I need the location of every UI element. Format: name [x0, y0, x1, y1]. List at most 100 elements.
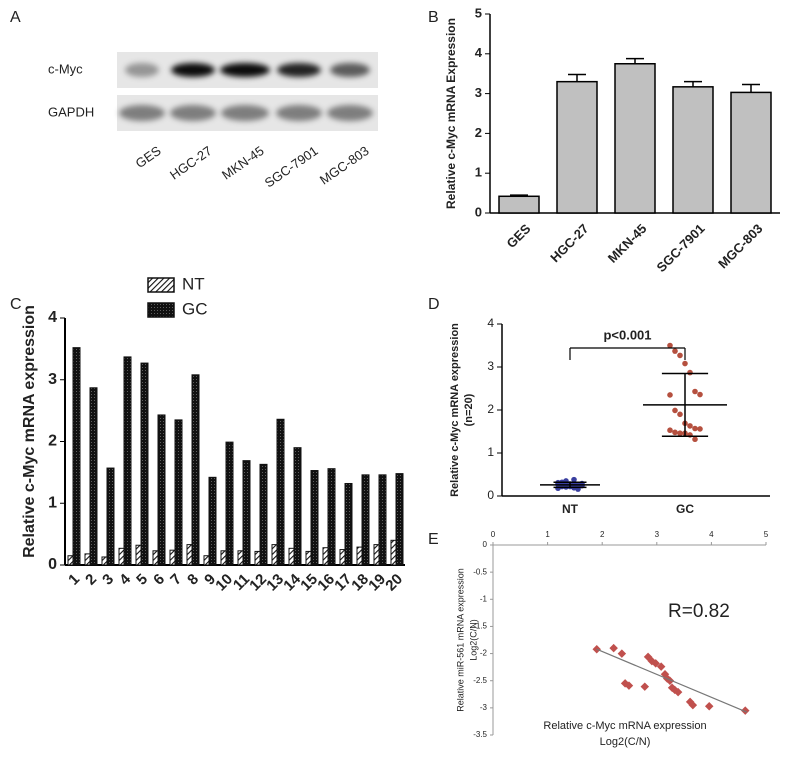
- bar: [498, 195, 540, 214]
- y-tick-label: 1: [487, 445, 494, 459]
- panel-letter: E: [428, 531, 439, 548]
- data-point: [667, 427, 673, 434]
- bar: [378, 474, 387, 566]
- legend-label: NT: [182, 274, 205, 293]
- y-tick-label: 2: [475, 125, 482, 140]
- bar: [67, 555, 74, 566]
- x-tick-label: MGC-803: [715, 221, 765, 271]
- y-tick-label: 4: [48, 309, 57, 326]
- blot-band: [119, 105, 165, 121]
- legend-swatch: [147, 302, 175, 318]
- bar: [322, 547, 329, 566]
- bar: [169, 549, 176, 566]
- lane-label: MGC-803: [317, 143, 372, 188]
- data-point: [692, 425, 698, 432]
- bar: [174, 419, 183, 566]
- data-point: [687, 423, 693, 429]
- blot-band: [171, 63, 215, 77]
- bar: [395, 473, 404, 566]
- x-tick-label: 3: [655, 530, 660, 539]
- bar: [672, 86, 714, 214]
- data-point: [687, 369, 693, 376]
- y-axis-label: Relative c-Myc mRNA expression: [21, 305, 38, 558]
- bar: [237, 550, 244, 566]
- bar: [276, 418, 285, 566]
- y-tick-label: 1: [48, 494, 57, 511]
- legend-swatch: [147, 277, 175, 293]
- lane-label: MKN-45: [219, 143, 267, 183]
- x-tick-label: 4: [116, 570, 134, 588]
- data-point: [571, 476, 577, 483]
- panel-letter: B: [428, 9, 439, 26]
- bar: [259, 463, 268, 566]
- data-point: [677, 411, 683, 418]
- y-axis-label: Relative c-Myc mRNA Expression: [444, 18, 458, 209]
- bar: [220, 550, 227, 566]
- blot-band: [277, 63, 321, 77]
- panel-letter: C: [10, 296, 22, 313]
- bar: [191, 374, 200, 566]
- data-point: [673, 687, 683, 697]
- blot-row-label: GAPDH: [48, 104, 94, 119]
- annotation: p<0.001: [603, 327, 651, 342]
- x-tick-label: 5: [764, 530, 769, 539]
- x-tick-label: 6: [150, 571, 168, 589]
- data-point: [624, 681, 634, 690]
- bar: [242, 460, 251, 566]
- bar: [225, 441, 234, 566]
- lane-label: SGC-7901: [262, 143, 321, 191]
- data-point: [677, 430, 683, 437]
- x-tick-label: 2: [82, 571, 100, 589]
- data-point: [704, 701, 714, 711]
- blot-band: [125, 63, 159, 77]
- blot-band: [330, 63, 370, 77]
- data-point: [651, 659, 660, 668]
- data-point: [677, 352, 683, 359]
- bar: [356, 546, 363, 566]
- blot-row-label: c-Myc: [48, 61, 83, 76]
- x-tick-label: SGC-7901: [654, 221, 708, 275]
- bar: [293, 447, 302, 566]
- blot-band: [276, 105, 322, 121]
- x-tick-label: 3: [99, 571, 117, 589]
- x-tick-label: 2: [600, 530, 605, 539]
- bar: [344, 482, 353, 566]
- blot-band: [221, 105, 269, 121]
- lane-label: HGC-27: [167, 143, 215, 183]
- bar: [135, 544, 142, 566]
- bar: [72, 347, 81, 566]
- data-point: [672, 429, 678, 436]
- blot-band: [170, 105, 216, 121]
- y-tick-label: 1: [475, 165, 482, 180]
- y-tick-label: -2.5: [473, 676, 487, 685]
- trend-line: [596, 648, 748, 713]
- x-axis-label: Log2(C/N): [600, 736, 651, 748]
- panel-letter: A: [10, 9, 21, 26]
- x-tick-label: MKN-45: [605, 221, 650, 266]
- bar: [339, 549, 346, 566]
- y-tick-label: 3: [487, 359, 494, 373]
- data-point: [682, 360, 688, 367]
- bar: [186, 544, 193, 566]
- y-tick-label: 3: [475, 85, 482, 100]
- data-point: [640, 682, 650, 691]
- bar: [254, 550, 261, 566]
- data-point: [697, 426, 703, 432]
- annotation: R=0.82: [668, 601, 730, 622]
- x-axis-label: Relative c-Myc mRNA expression: [543, 720, 706, 732]
- bar: [208, 476, 217, 566]
- bar: [89, 387, 98, 566]
- data-point: [656, 662, 666, 671]
- bar: [305, 550, 312, 566]
- y-axis-label: Relative c-Myc mRNA expression: [449, 323, 461, 497]
- bar: [556, 80, 598, 214]
- data-point: [672, 348, 678, 354]
- bar: [310, 470, 319, 566]
- y-tick-label: 0: [483, 540, 488, 549]
- bar: [288, 547, 295, 566]
- data-point: [667, 392, 673, 398]
- x-tick-label: NT: [562, 502, 579, 516]
- x-tick-label: GC: [676, 502, 694, 516]
